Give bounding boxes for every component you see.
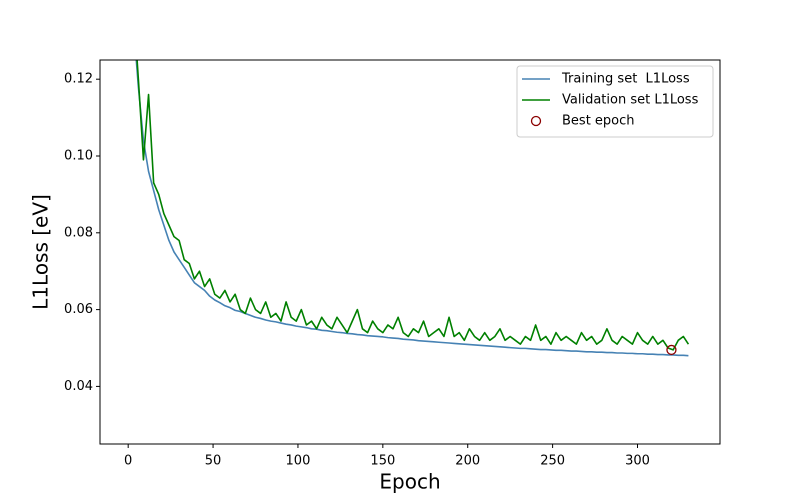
x-tick-label: 100 — [286, 454, 311, 469]
y-tick-label: 0.06 — [64, 302, 93, 317]
x-tick-label: 50 — [205, 454, 222, 469]
legend-label: Validation set L1Loss — [562, 93, 699, 108]
legend-label: Training set L1Loss — [561, 72, 690, 87]
x-tick-label: 200 — [455, 454, 480, 469]
scatter-point — [666, 344, 677, 356]
x-axis-title: Epoch — [379, 470, 440, 494]
y-tick-label: 0.10 — [64, 149, 93, 164]
y-tick-label: 0.12 — [64, 72, 93, 87]
y-axis-title: L1Loss [eV] — [29, 194, 53, 310]
x-tick-label: 150 — [370, 454, 395, 469]
x-tick-label: 0 — [124, 454, 132, 469]
x-tick-label: 250 — [540, 454, 565, 469]
series-line — [136, 60, 690, 351]
y-tick-label: 0.08 — [64, 225, 93, 240]
legend-label: Best epoch — [562, 114, 635, 129]
y-tick-label: 0.04 — [64, 379, 93, 394]
x-tick-label: 300 — [625, 454, 650, 469]
legend-marker — [530, 115, 542, 127]
plot-frame — [99, 59, 721, 445]
series-line — [135, 60, 689, 357]
legend-box — [516, 65, 714, 138]
plot-area — [135, 60, 690, 357]
